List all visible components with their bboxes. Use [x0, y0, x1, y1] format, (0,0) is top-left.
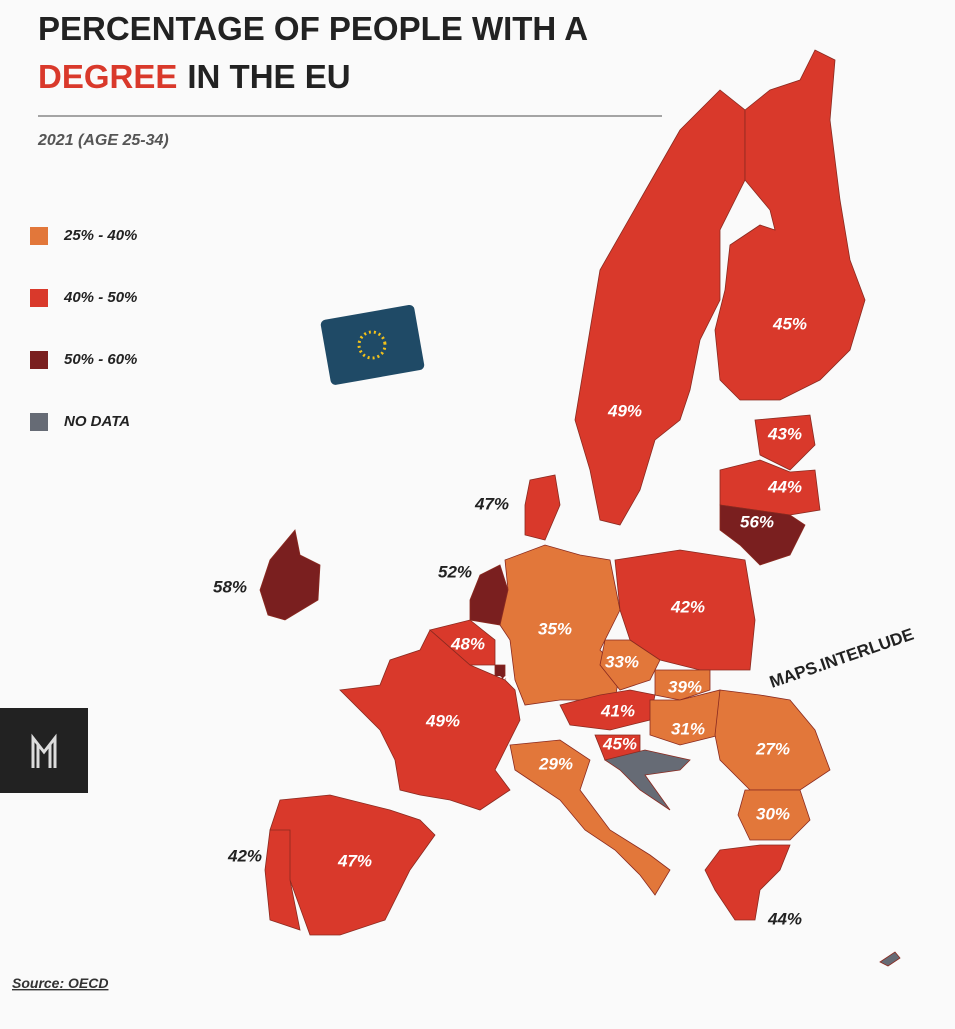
title-line1: PERCENTAGE OF PEOPLE WITH A [38, 10, 588, 47]
source: Source: OECD [12, 975, 108, 991]
region [737, 789, 811, 841]
region-label: 56% [740, 512, 774, 531]
region-label: 44% [767, 909, 802, 928]
region [509, 739, 671, 896]
region-label: 47% [337, 851, 372, 870]
region-label: 44% [767, 477, 802, 496]
subtitle: 2021 (AGE 25-34) [37, 132, 169, 149]
region-label: 41% [600, 701, 635, 720]
region-label: 29% [538, 754, 573, 773]
region [524, 474, 561, 541]
region-label: 49% [607, 401, 642, 420]
region [599, 639, 661, 691]
region-label: 58% [213, 577, 247, 596]
region-label: 42% [670, 597, 705, 616]
region-label: 45% [602, 734, 637, 753]
legend-swatch [30, 227, 48, 245]
region [714, 689, 831, 791]
region [879, 951, 901, 967]
region-label: 48% [450, 634, 485, 653]
legend-label: NO DATA [64, 413, 130, 430]
region-label: 49% [425, 711, 460, 730]
legend-swatch [30, 413, 48, 431]
region-label: 35% [538, 619, 572, 638]
region [754, 414, 816, 471]
legend-swatch [30, 289, 48, 307]
region [604, 749, 691, 811]
legend-label: 50% - 60% [64, 351, 137, 368]
region [339, 629, 521, 811]
region [264, 829, 301, 931]
region-label: 33% [605, 652, 639, 671]
logo [0, 708, 88, 793]
region [719, 504, 806, 566]
legend-label: 25% - 40% [63, 227, 137, 244]
region-label: 43% [767, 424, 802, 443]
region-label: 31% [671, 719, 705, 738]
eu-flag [320, 304, 425, 385]
region [259, 529, 321, 621]
title-highlight: DEGREE [38, 58, 177, 95]
region-label: 47% [474, 494, 509, 513]
region [714, 49, 866, 401]
region [704, 844, 791, 921]
legend-label: 40% - 50% [63, 289, 137, 306]
title-rest: IN THE EU [187, 58, 350, 95]
region-label: 42% [227, 846, 262, 865]
region [654, 669, 711, 701]
legend-swatch [30, 351, 48, 369]
region-label: 30% [756, 804, 790, 823]
region-label: 52% [438, 562, 472, 581]
region-label: 45% [772, 314, 807, 333]
region-label: 39% [668, 677, 702, 696]
region-label: 27% [755, 739, 790, 758]
region [614, 549, 756, 671]
title-line2: DEGREE IN THE EU [38, 58, 351, 95]
